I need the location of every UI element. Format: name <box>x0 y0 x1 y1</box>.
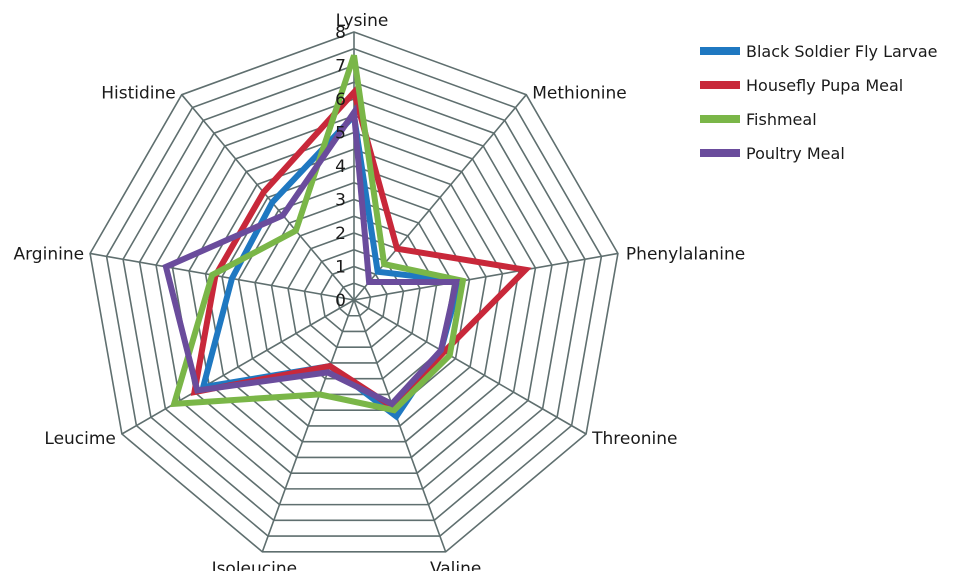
radial-tick-labels: 0 1 2 3 4 5 6 7 8 <box>335 23 346 311</box>
axis-label: Valine <box>430 559 481 571</box>
axis-labels: Lysine Methionine Phenylalanine Threonine Va… <box>13 11 745 571</box>
series-line-poultry-meal <box>162 103 461 408</box>
grid-spoke <box>181 94 355 301</box>
grid-ring <box>237 181 471 411</box>
axis-label: Histidine <box>101 84 176 104</box>
tick-label: 4 <box>335 157 346 177</box>
legend-label: Poultry Meal <box>746 143 845 163</box>
grid-spoke <box>261 299 355 553</box>
legend-item: Housefly Pupa Meal <box>700 68 938 102</box>
grid-spoke <box>353 299 447 553</box>
legend-swatch <box>700 115 740 123</box>
grid-ring <box>138 81 570 506</box>
grid-ring <box>89 31 619 553</box>
legend-item: Poultry Meal <box>700 136 938 170</box>
tick-label: 0 <box>335 291 346 311</box>
grid-ring <box>171 114 537 474</box>
legend-label: Housefly Pupa Meal <box>746 75 904 95</box>
tick-label: 1 <box>335 258 346 278</box>
tick-label: 8 <box>335 23 346 43</box>
axis-label: Phenylalanine <box>626 244 745 264</box>
legend-swatch <box>700 47 740 55</box>
legend-swatch <box>700 149 740 157</box>
grid-spoke <box>353 252 619 301</box>
grid-ring <box>188 131 520 459</box>
grid-spoke <box>89 252 355 301</box>
axis-label: Arginine <box>13 244 84 264</box>
series-line-fishmeal <box>170 54 467 414</box>
legend-label: Black Soldier Fly Larvae <box>746 41 938 61</box>
tick-label: 7 <box>335 57 346 77</box>
grid-ring <box>105 47 603 537</box>
grid-spoke <box>353 299 587 435</box>
legend-swatch <box>700 81 740 89</box>
legend: Black Soldier Fly Larvae Housefly Pupa Me… <box>700 34 938 170</box>
grid-spoke <box>121 299 355 435</box>
legend-item: Black Soldier Fly Larvae <box>700 34 938 68</box>
tick-label: 6 <box>335 90 346 110</box>
axis-label: Leucime <box>44 429 116 449</box>
axis-label: Lysine <box>336 11 389 31</box>
axis-label: Threonine <box>591 429 677 449</box>
legend-label: Fishmeal <box>746 109 817 129</box>
axis-label: Isoleucine <box>212 559 298 571</box>
legend-item: Fishmeal <box>700 102 938 136</box>
tick-label: 3 <box>335 191 346 211</box>
tick-label: 5 <box>335 124 346 144</box>
grid-ring <box>204 148 504 443</box>
grid-ring <box>221 165 487 427</box>
axis-label: Methionine <box>532 84 626 104</box>
radar-series <box>162 54 532 421</box>
grid-ring <box>155 98 553 490</box>
tick-label: 2 <box>335 224 346 244</box>
grid-ring <box>122 64 586 522</box>
grid-ring <box>336 282 372 317</box>
